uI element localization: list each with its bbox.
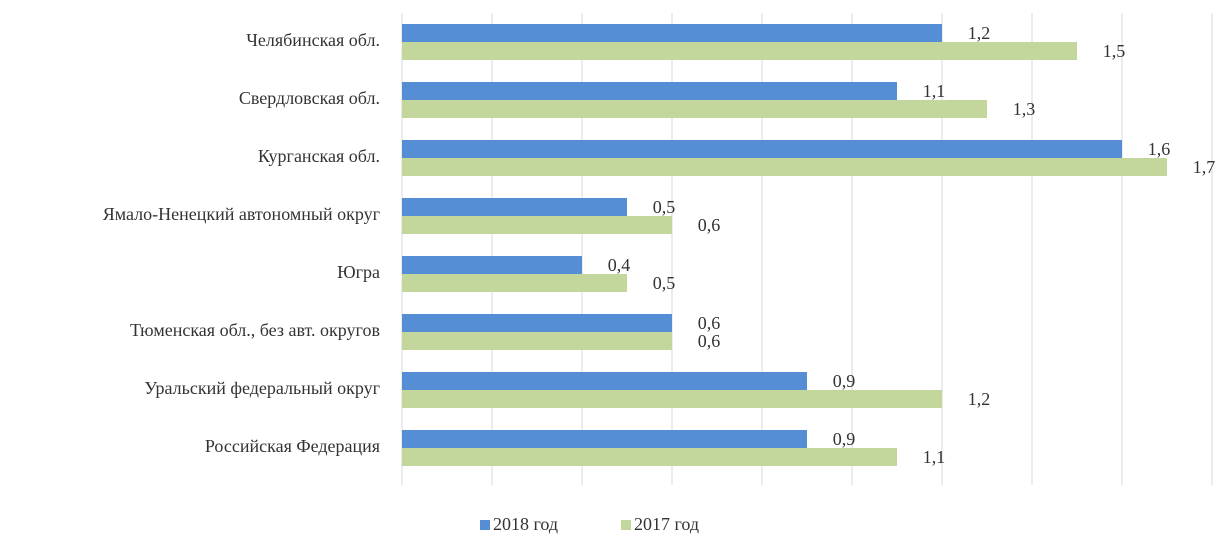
- bar: [402, 24, 942, 42]
- bar: [402, 82, 897, 100]
- y-tick-label: Российская Федерация: [205, 436, 380, 456]
- bar: [402, 430, 807, 448]
- value-label: 1,1: [923, 81, 946, 101]
- value-label: 1,5: [1103, 41, 1126, 61]
- value-label: 0,9: [833, 371, 856, 391]
- bar: [402, 216, 672, 234]
- bar: [402, 42, 1077, 60]
- bar: [402, 390, 942, 408]
- bar: [402, 198, 627, 216]
- bar: [402, 372, 807, 390]
- value-label: 1,2: [968, 23, 991, 43]
- y-tick-label: Ямало-Ненецкий автономный округ: [103, 204, 380, 224]
- y-tick-label: Челябинская обл.: [246, 30, 380, 50]
- value-label: 0,6: [698, 313, 721, 333]
- bar: [402, 448, 897, 466]
- value-label: 1,1: [923, 447, 946, 467]
- y-tick-label: Уральский федеральный округ: [144, 378, 380, 398]
- bar: [402, 274, 627, 292]
- value-label: 0,5: [653, 197, 676, 217]
- value-label: 1,6: [1148, 139, 1171, 159]
- value-label: 0,9: [833, 429, 856, 449]
- value-label: 0,5: [653, 273, 676, 293]
- bar: [402, 100, 987, 118]
- bar: [402, 332, 672, 350]
- legend-label: 2017 год: [634, 514, 699, 534]
- bar: [402, 158, 1167, 176]
- y-tick-label: Свердловская обл.: [239, 88, 380, 108]
- bar: [402, 140, 1122, 158]
- bar: [402, 314, 672, 332]
- y-tick-label: Курганская обл.: [258, 146, 380, 166]
- legend-swatch: [480, 520, 490, 530]
- y-tick-label: Югра: [337, 262, 380, 282]
- value-label: 0,6: [698, 215, 721, 235]
- value-label: 1,3: [1013, 99, 1036, 119]
- value-label: 0,4: [608, 255, 631, 275]
- y-tick-label: Тюменская обл., без авт. округов: [130, 320, 380, 340]
- bar: [402, 256, 582, 274]
- legend-label: 2018 год: [493, 514, 558, 534]
- value-label: 1,7: [1193, 157, 1216, 177]
- value-label: 1,2: [968, 389, 991, 409]
- value-label: 0,6: [698, 331, 721, 351]
- legend-swatch: [621, 520, 631, 530]
